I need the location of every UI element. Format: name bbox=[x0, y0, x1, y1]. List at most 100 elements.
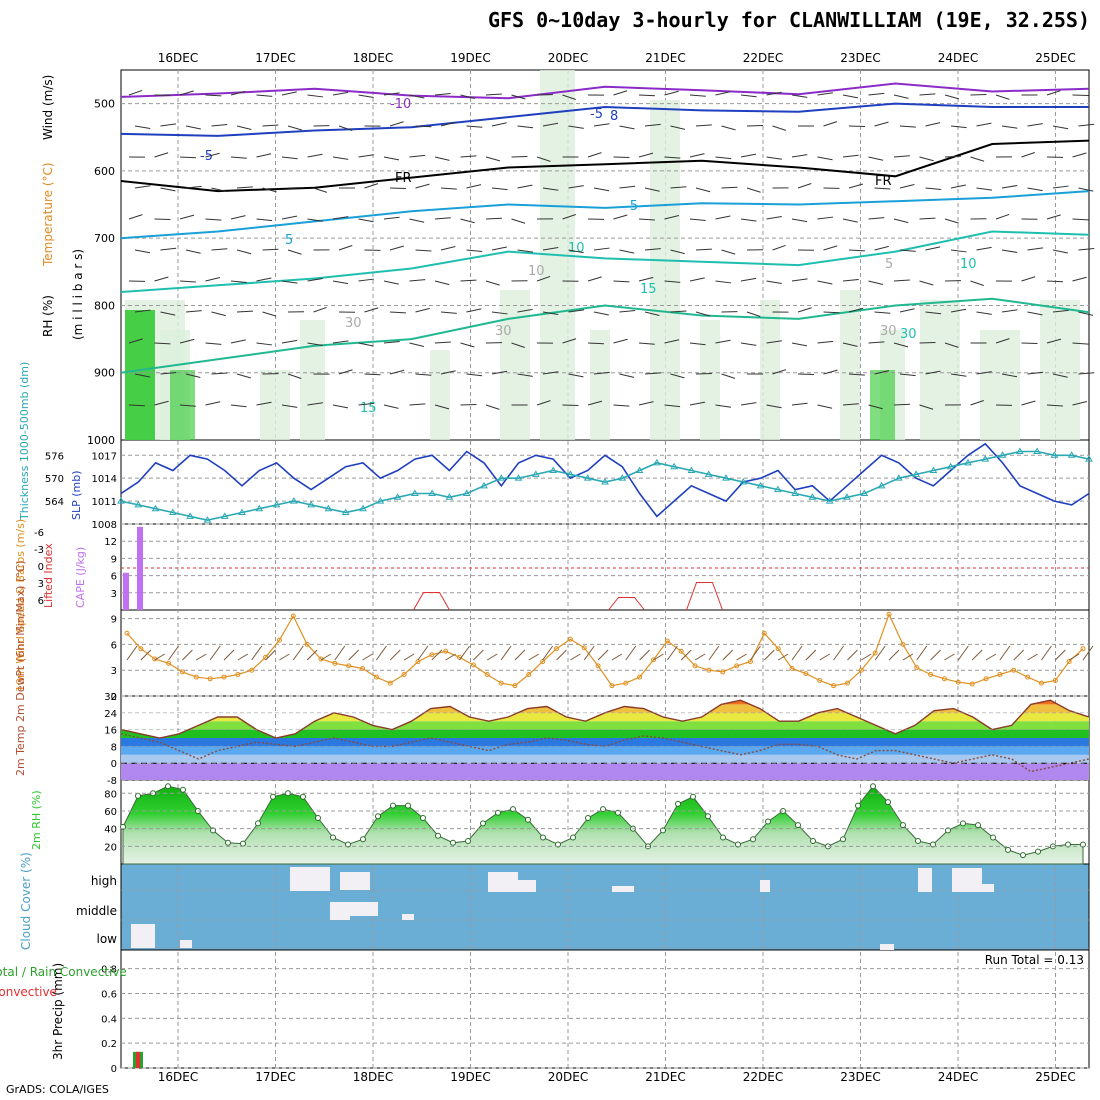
wind-barb bbox=[950, 184, 966, 189]
slp-tick: 1008 bbox=[92, 520, 117, 531]
wind-barb bbox=[332, 404, 349, 409]
wind10-point bbox=[346, 663, 352, 669]
wind10-point bbox=[1052, 678, 1058, 684]
rh-point bbox=[615, 809, 621, 816]
wind-barb bbox=[440, 370, 456, 375]
wind-barb bbox=[383, 404, 399, 409]
wind-barb bbox=[740, 153, 757, 158]
rh-point bbox=[450, 839, 456, 846]
wind-barb bbox=[842, 403, 859, 406]
wind-barb bbox=[664, 215, 679, 220]
wind-barb bbox=[1046, 404, 1063, 407]
wind10-point bbox=[138, 646, 144, 652]
wind-barb bbox=[230, 280, 247, 284]
wind-barb bbox=[562, 404, 579, 407]
wind10-point bbox=[775, 646, 781, 652]
wind10-point bbox=[803, 671, 809, 677]
rh-point bbox=[135, 792, 141, 799]
thickness-point bbox=[220, 512, 229, 519]
rh-point bbox=[390, 802, 396, 809]
wind-barb bbox=[925, 122, 941, 127]
wind-barb bbox=[817, 340, 834, 344]
wind-barb bbox=[619, 309, 636, 313]
cape-tick: 9 bbox=[111, 554, 117, 565]
wind10-barb bbox=[445, 653, 456, 661]
thickness-point bbox=[583, 474, 592, 481]
panel-precip bbox=[120, 949, 1090, 1069]
wind-barb bbox=[899, 373, 916, 377]
wind10-barb bbox=[403, 653, 415, 661]
wind-barb bbox=[415, 307, 430, 313]
wind-barb bbox=[128, 338, 143, 344]
day-label-top: 21DEC bbox=[645, 51, 685, 65]
temp-tick: -8 bbox=[107, 776, 117, 787]
wind-barb bbox=[281, 91, 297, 96]
day-label-bottom: 23DEC bbox=[840, 1070, 880, 1084]
lifted-index-line bbox=[413, 592, 450, 611]
wind-barb bbox=[179, 338, 195, 344]
temp-band bbox=[121, 712, 1089, 722]
rh-point bbox=[405, 802, 411, 809]
wind10-point bbox=[221, 674, 227, 680]
wind-barb bbox=[364, 307, 379, 313]
wind-barb bbox=[944, 155, 961, 158]
wind-barb bbox=[976, 187, 993, 191]
thickness-point bbox=[186, 512, 195, 519]
wind-barb bbox=[230, 215, 246, 220]
wind10-point bbox=[734, 663, 740, 669]
rh-tick: 20 bbox=[104, 842, 117, 853]
wind-barb bbox=[670, 310, 687, 313]
wind-barb bbox=[185, 373, 201, 378]
wind-barb bbox=[715, 280, 732, 284]
wind-barb bbox=[670, 125, 686, 130]
wind10-barb bbox=[389, 649, 401, 661]
cloud-block bbox=[290, 867, 330, 891]
wind-barb bbox=[842, 94, 859, 99]
thickness-point bbox=[359, 504, 367, 512]
wind10-barb bbox=[653, 653, 664, 661]
wind-barb bbox=[593, 187, 610, 192]
wind-barb bbox=[179, 280, 196, 283]
thickness-point bbox=[393, 493, 402, 500]
rh-point bbox=[735, 841, 741, 848]
cloud-block bbox=[180, 940, 192, 948]
wind-barb bbox=[160, 371, 177, 375]
wind-barb bbox=[389, 121, 404, 127]
rh-point bbox=[810, 838, 816, 845]
wind-barb bbox=[791, 94, 808, 98]
upper-air-ylabel: RH (%) Temperature (°C) Wind (m/s) (m i … bbox=[41, 75, 85, 340]
credit-label: GrADS: COLA/IGES bbox=[6, 1083, 109, 1096]
precip-bar-convective bbox=[136, 1051, 140, 1068]
wind-barb bbox=[542, 122, 559, 127]
wind-barb bbox=[236, 310, 253, 313]
wind-barb bbox=[848, 307, 864, 313]
wind-barb bbox=[970, 156, 985, 162]
wind10-point bbox=[761, 630, 767, 636]
wind-barb bbox=[1001, 125, 1018, 129]
wind-barb bbox=[134, 373, 150, 378]
rh-point bbox=[945, 827, 951, 834]
wind-barb bbox=[925, 311, 942, 315]
temp-band bbox=[121, 704, 1089, 713]
wind-barb bbox=[619, 185, 636, 189]
rh-point bbox=[375, 813, 381, 820]
wind-barb bbox=[950, 125, 967, 129]
temp-band bbox=[121, 729, 1089, 738]
wind-barb bbox=[817, 156, 833, 161]
rh-point bbox=[795, 822, 801, 829]
wind10-point bbox=[179, 669, 185, 675]
wind-barb bbox=[1078, 247, 1095, 251]
rh-point bbox=[975, 822, 981, 829]
wind-barb bbox=[338, 125, 353, 131]
wind-barb bbox=[791, 218, 808, 223]
wind10-barb bbox=[874, 645, 886, 661]
rh-point bbox=[345, 841, 351, 848]
wind-barb bbox=[715, 156, 732, 160]
wind-barb bbox=[460, 342, 475, 348]
wind10-point bbox=[512, 683, 518, 689]
wind10-point bbox=[720, 669, 726, 675]
wind10-point bbox=[193, 674, 199, 680]
wind-barb bbox=[262, 187, 277, 193]
wind-barb bbox=[689, 94, 706, 97]
